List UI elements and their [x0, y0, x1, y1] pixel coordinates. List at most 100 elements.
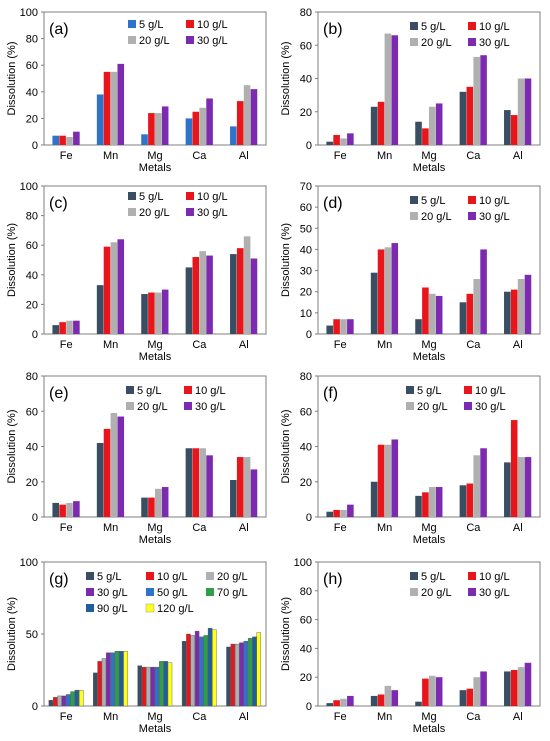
bar	[194, 630, 200, 707]
bar	[207, 628, 213, 707]
legend-swatch	[128, 192, 136, 200]
bar	[66, 320, 73, 334]
y-tick-label: 70	[300, 181, 312, 193]
x-tick-label: Mg	[421, 711, 436, 723]
bar	[52, 502, 60, 517]
legend-swatch	[126, 386, 134, 394]
bar	[429, 487, 436, 517]
legend-label: 10 g/L	[475, 385, 506, 397]
y-tick-label: 20	[26, 113, 38, 125]
x-axis-label: Metals	[413, 534, 446, 546]
y-axis-label: Dissolution (%)	[6, 597, 18, 671]
bar	[103, 246, 111, 334]
bar	[480, 671, 487, 706]
bar	[74, 689, 80, 707]
bar	[96, 285, 104, 334]
bar	[326, 703, 334, 706]
bar	[473, 279, 480, 334]
bar	[186, 633, 191, 707]
bar	[473, 455, 480, 517]
x-tick-label: Ca	[466, 339, 481, 351]
x-tick-label: Mg	[421, 339, 436, 351]
y-tick-label: 40	[300, 244, 312, 256]
bar	[137, 665, 142, 707]
bar	[333, 135, 340, 145]
x-tick-label: Ca	[192, 150, 207, 162]
bar	[510, 670, 518, 706]
y-tick-label: 0	[306, 140, 312, 152]
bar	[429, 293, 436, 334]
y-tick-label: 60	[26, 60, 38, 72]
bar	[250, 469, 258, 517]
legend-swatch	[406, 386, 414, 394]
legend-swatch	[186, 192, 194, 200]
y-tick-label: 20	[26, 299, 38, 311]
legend-swatch	[186, 20, 194, 28]
bar	[250, 89, 258, 145]
legend-swatch	[206, 572, 214, 580]
y-tick-label: 10	[300, 308, 312, 320]
x-tick-label: Al	[239, 339, 249, 351]
bar	[161, 487, 169, 517]
bar	[93, 672, 98, 707]
x-tick-label: Al	[239, 711, 249, 723]
bar	[510, 289, 518, 334]
bar	[466, 688, 474, 706]
y-tick-label: 0	[32, 512, 38, 524]
y-tick-label: 0	[306, 701, 312, 713]
bar	[473, 56, 480, 146]
legend-swatch	[145, 603, 155, 613]
bar	[422, 492, 429, 517]
x-axis-label: Metals	[413, 723, 446, 735]
bar	[148, 113, 155, 145]
bar	[384, 247, 392, 334]
y-tick-label: 0	[306, 329, 312, 341]
legend-label: 20 g/L	[139, 207, 170, 219]
bar	[370, 695, 378, 706]
legend-label: 10 g/L	[157, 571, 188, 583]
bar	[377, 249, 385, 334]
bar	[415, 701, 422, 706]
y-axis-label: Dissolution (%)	[6, 42, 18, 116]
legend-swatch	[126, 402, 134, 410]
x-tick-label: Ca	[192, 339, 207, 351]
bar	[203, 635, 208, 707]
legend-label: 20 g/L	[217, 571, 248, 583]
x-axis-label: Metals	[139, 351, 172, 363]
bar	[161, 106, 169, 145]
bar	[73, 501, 80, 517]
bar	[199, 107, 206, 145]
bar	[230, 479, 237, 517]
bar	[236, 457, 244, 517]
x-tick-label: Mn	[377, 339, 392, 351]
bar	[101, 658, 107, 707]
bar	[391, 690, 399, 706]
bar	[155, 292, 162, 334]
y-tick-label: 60	[300, 40, 312, 52]
x-tick-label: Ca	[192, 711, 207, 723]
panel-label: (e)	[49, 385, 69, 402]
legend-label: 10 g/L	[197, 19, 228, 31]
legend-swatch	[128, 20, 136, 28]
bar	[185, 118, 193, 145]
y-tick-label: 40	[26, 270, 38, 282]
bar	[333, 700, 340, 706]
legend-swatch	[468, 196, 476, 204]
x-axis-label: Metals	[413, 162, 446, 174]
chart-panel: 0 20 40 60 80 100 Dissolution (%) Fe Mn Mg Ca Al Met…	[6, 181, 267, 363]
panel-label: (d)	[323, 195, 343, 212]
bar	[429, 106, 436, 145]
bar	[384, 444, 392, 517]
legend-label: 70 g/L	[217, 587, 248, 599]
legend-label: 10 g/L	[479, 571, 510, 583]
legend-label: 30 g/L	[197, 35, 228, 47]
y-axis-label: Dissolution (%)	[280, 410, 292, 484]
bar	[510, 115, 518, 145]
bar	[141, 497, 148, 517]
x-tick-label: Al	[513, 150, 523, 162]
y-tick-label: 50	[26, 629, 38, 641]
bar	[155, 488, 162, 517]
y-tick-label: 100	[294, 557, 312, 569]
bar	[524, 78, 532, 145]
x-tick-label: Ca	[466, 522, 481, 534]
